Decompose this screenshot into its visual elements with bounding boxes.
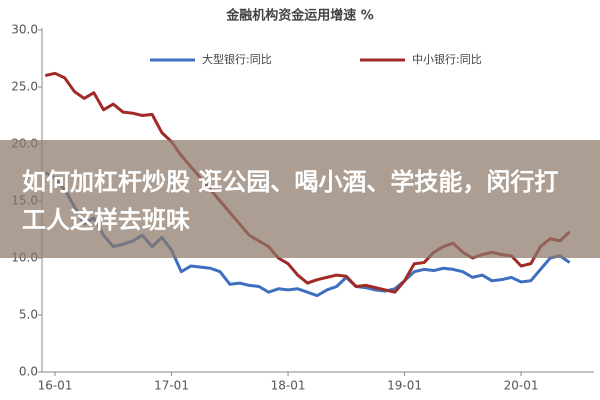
chart-title: 金融机构资金运用增速 % xyxy=(225,8,374,24)
legend-label: 中小银行:同比 xyxy=(412,52,482,66)
x-tick-label: 19-01 xyxy=(387,379,422,393)
x-tick-label: 20-01 xyxy=(504,379,539,393)
caption-text: 如何加杠杆炒股 逛公园、喝小酒、学技能，闵行打工人这样去班味 xyxy=(22,168,559,234)
legend-label: 大型银行:同比 xyxy=(202,52,272,66)
x-tick-label: 17-01 xyxy=(154,379,189,393)
x-tick-label: 16-01 xyxy=(38,379,73,393)
y-tick-label: 25.0 xyxy=(11,80,38,94)
y-tick-label: 30.0 xyxy=(11,23,38,37)
x-tick-label: 18-01 xyxy=(271,379,306,393)
y-tick-label: 0.0 xyxy=(19,365,38,379)
y-tick-label: 5.0 xyxy=(19,308,38,322)
caption-banner: 如何加杠杆炒股 逛公园、喝小酒、学技能，闵行打工人这样去班味 xyxy=(0,140,600,258)
